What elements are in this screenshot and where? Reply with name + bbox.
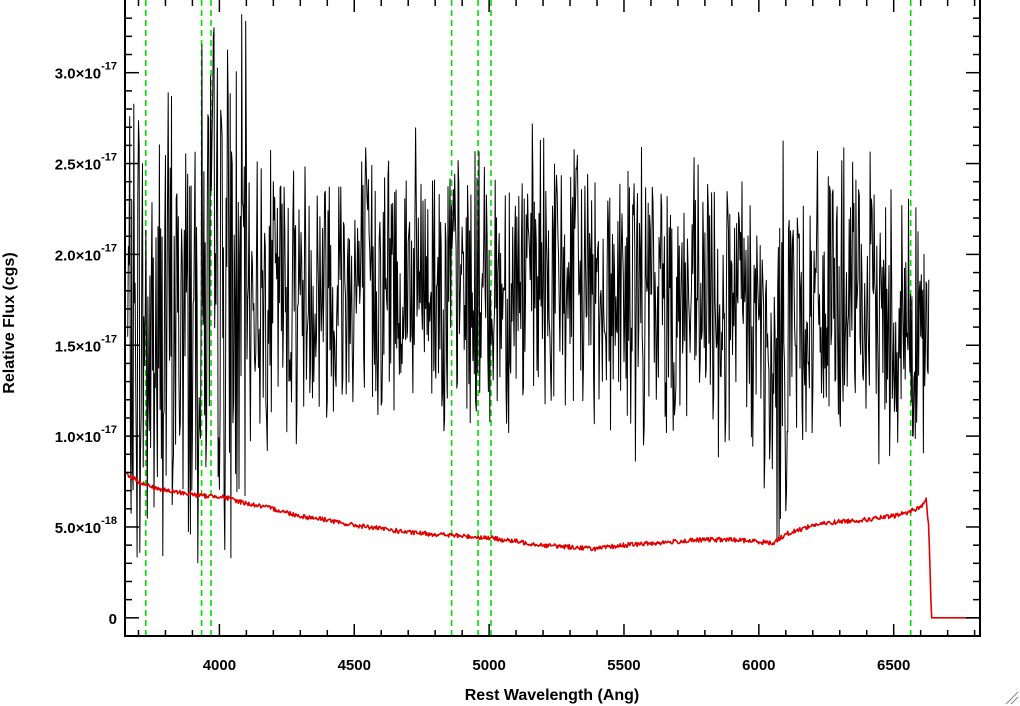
plot-frame	[124, 0, 981, 637]
x-tick-label: 6000	[742, 657, 775, 674]
series-group	[125, 14, 980, 619]
y-axis-title: Relative Flux (cgs)	[1, 252, 18, 393]
model-spectrum-line	[125, 471, 980, 619]
y-tick-label: 3.0×10-17	[55, 61, 117, 83]
emission-line-markers	[144, 0, 912, 636]
y-tick-label: 5.0×10-18	[55, 515, 117, 537]
x-axis-title: Rest Wavelength (Ang)	[465, 687, 640, 704]
x-tick-label: 4500	[338, 657, 371, 674]
plot-area: 4000 4500 5000 5500 6000 6500 0 5.0×10-18 1.0×1…	[55, 0, 981, 674]
x-axis-ticks: 4000 4500 5000 5500 6000 6500	[137, 0, 976, 674]
y-tick-label: 2.5×10-17	[55, 152, 117, 174]
x-tick-label: 5000	[472, 657, 505, 674]
y-tick-label: 1.0×10-17	[55, 424, 117, 446]
y-tick-label: 2.0×10-17	[55, 242, 117, 264]
y-tick-label: 1.5×10-17	[55, 333, 117, 355]
x-tick-label: 5500	[607, 657, 640, 674]
x-tick-label: 4000	[203, 657, 236, 674]
y-tick-label: 0	[109, 611, 117, 628]
x-tick-label: 6500	[877, 657, 910, 674]
observed-spectrum-line	[127, 14, 930, 564]
resize-grip-icon[interactable]	[1005, 691, 1019, 705]
